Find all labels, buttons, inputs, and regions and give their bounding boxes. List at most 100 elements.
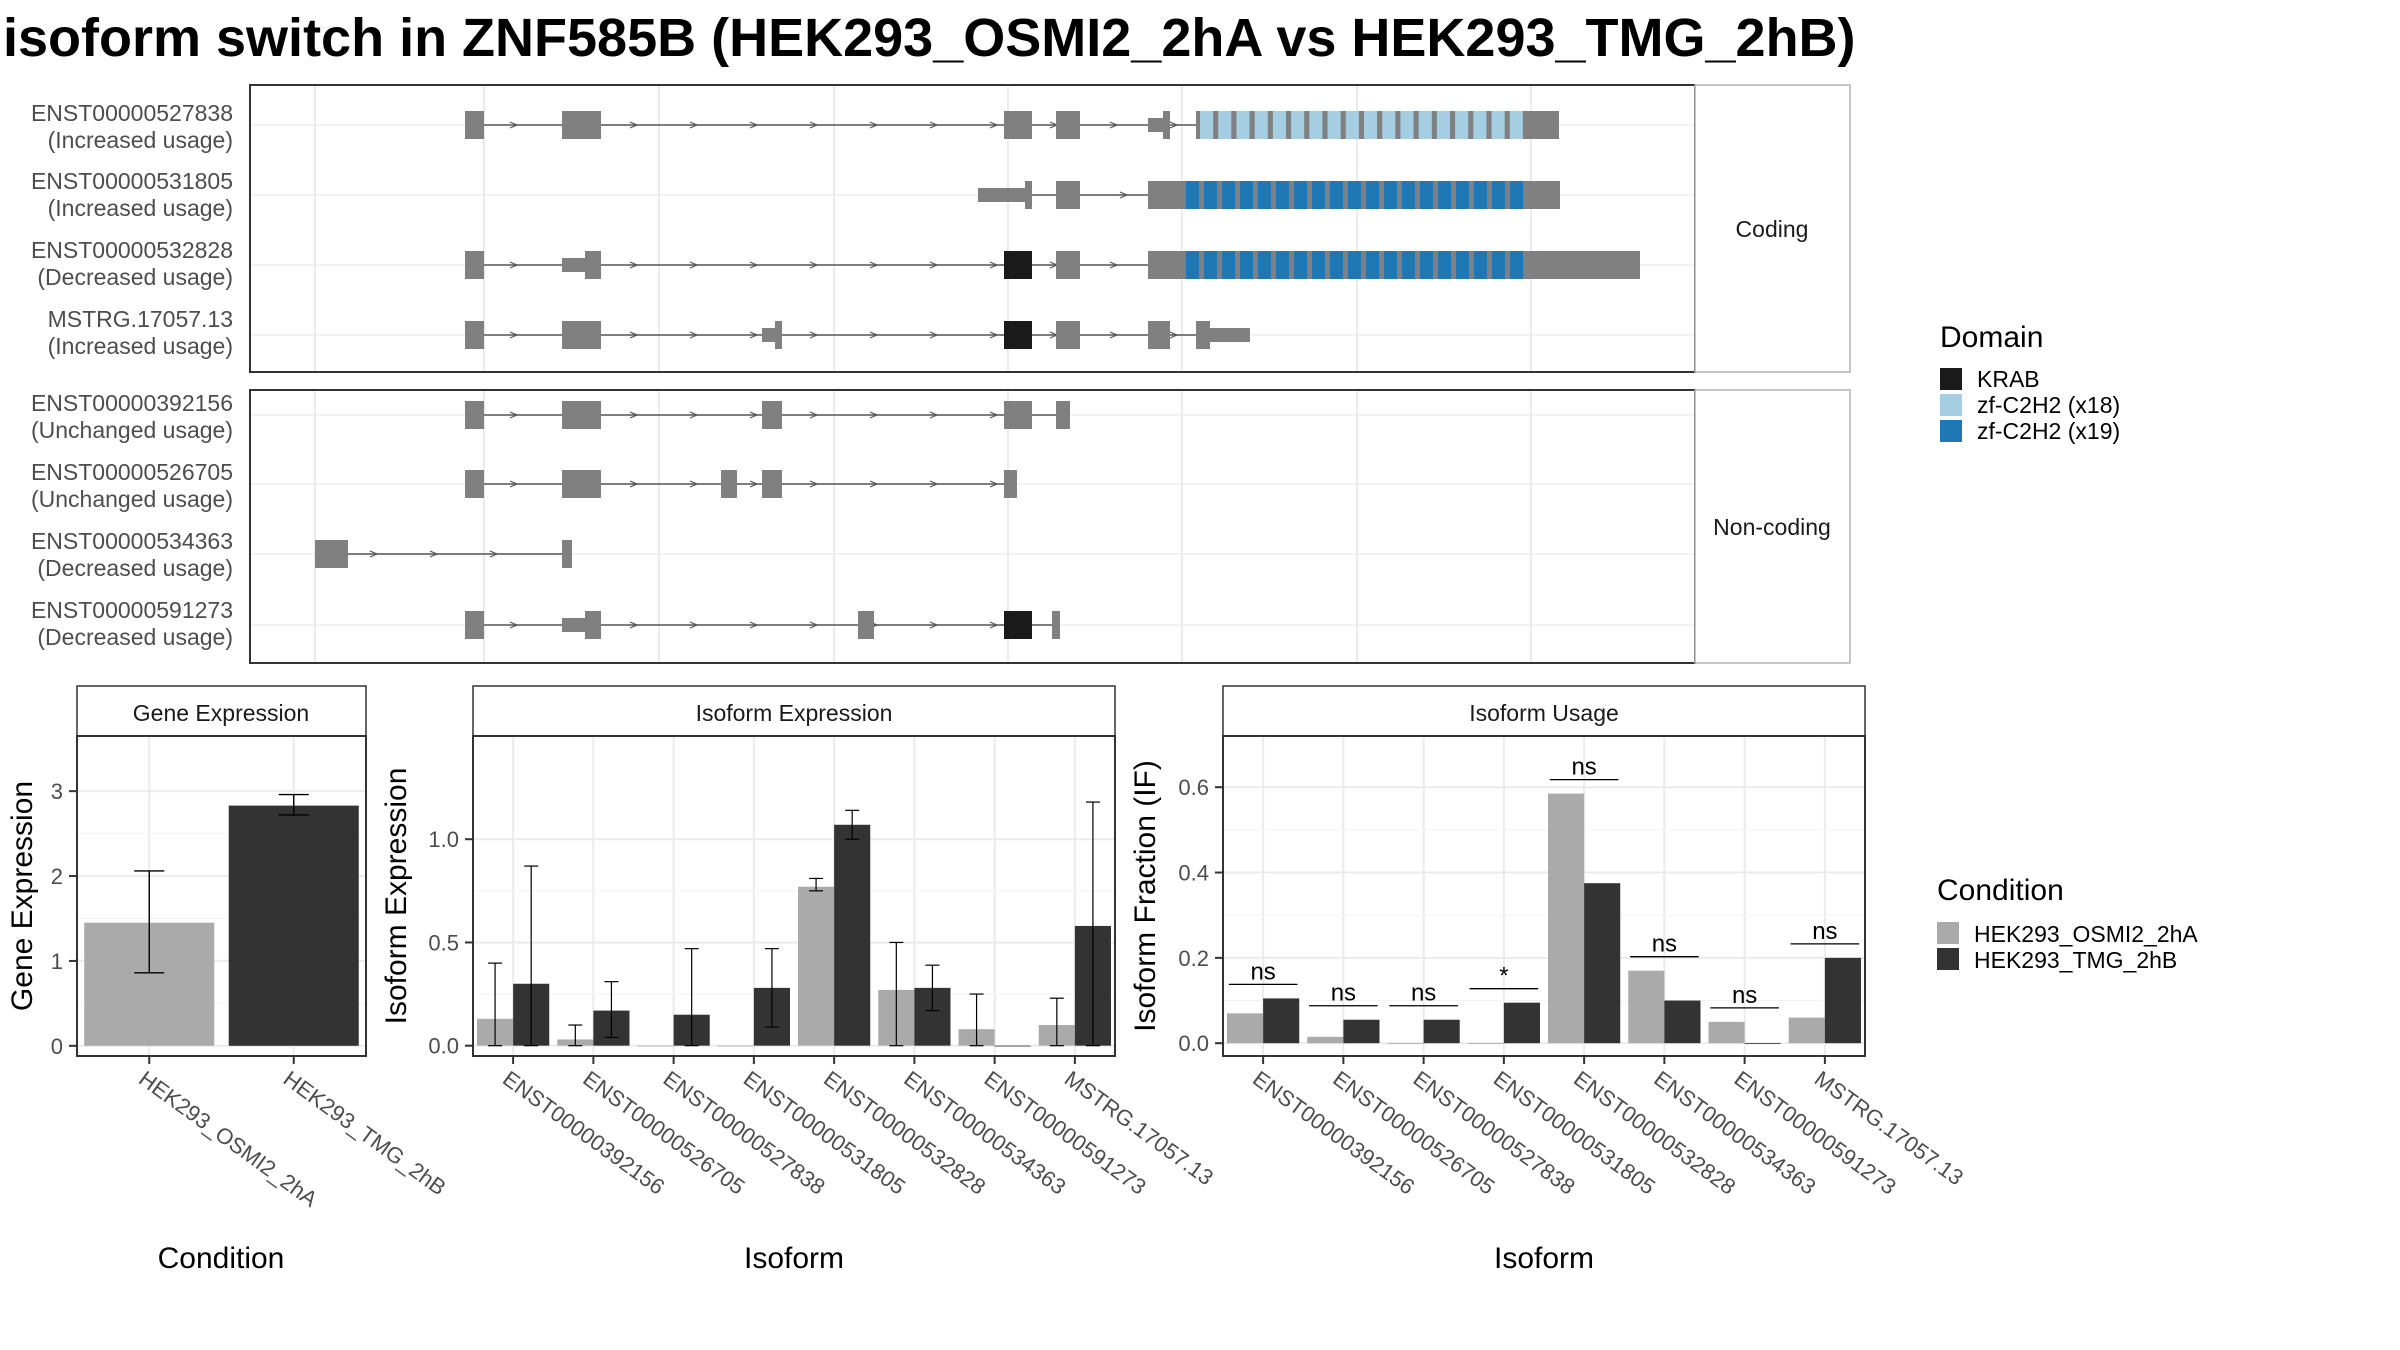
strand-arrow [869, 261, 879, 269]
transcript-label: ENST00000534363 [31, 528, 233, 554]
strand-arrow [989, 621, 999, 629]
strand-arrow [749, 411, 759, 419]
strand-arrow [749, 121, 759, 129]
isoform-expression-panel: Isoform Expression 0.0 0.5 1.0 ENST0000039… [380, 685, 1218, 1275]
transcript-usage-label: (Decreased usage) [37, 555, 233, 581]
transcript-track [465, 251, 1640, 279]
bar [228, 805, 359, 1046]
zf-c2h2-domain [1456, 181, 1469, 209]
exon-block [465, 321, 484, 349]
exon-block [1056, 181, 1080, 209]
transcript-usage-label: (Increased usage) [48, 195, 233, 221]
zf-c2h2-domain [1382, 111, 1396, 139]
isoform-usage-bars [1227, 793, 1861, 1044]
isoform-usage-title: Isoform Usage [1469, 700, 1619, 726]
zf-c2h2-domain [1276, 181, 1289, 209]
zf-c2h2-domain [1330, 181, 1343, 209]
exon-block [465, 611, 484, 639]
exon-block [465, 251, 484, 279]
bar [637, 1045, 674, 1047]
transcript-track [465, 321, 1250, 349]
isoform-usage-strip [1222, 685, 1866, 737]
significance-label: ns [1411, 980, 1436, 1007]
coding-strip-label: Coding [1736, 216, 1809, 242]
isoform-usage-significance: ns ns ns * ns ns ns ns [1228, 754, 1860, 1009]
strand-arrow [1169, 331, 1179, 339]
zf-c2h2-domain [1438, 251, 1451, 279]
exon-block [1004, 401, 1032, 429]
exon-block [1025, 181, 1032, 209]
bar [1503, 1002, 1540, 1044]
exon-block [562, 540, 572, 568]
y-tick-label: 1.0 [428, 827, 459, 852]
zf-c2h2-domain [1420, 181, 1433, 209]
strand-arrow [749, 480, 759, 488]
strand-arrow [509, 621, 519, 629]
transcript-structure-panel: Coding Non-coding ENST00000527838 (Incre… [31, 84, 1851, 664]
strand-arrow [509, 331, 519, 339]
strand-arrow [629, 121, 639, 129]
significance-label: ns [1652, 931, 1677, 958]
strand-arrow [929, 261, 939, 269]
strand-arrow [509, 480, 519, 488]
exon-block [562, 111, 601, 139]
strand-arrow [809, 621, 819, 629]
zf-c2h2-domain [1312, 181, 1325, 209]
y-tick-label: 1 [51, 949, 63, 974]
zf-c2h2-domain [1364, 111, 1378, 139]
gene-expression-ylabel: Gene Expression [6, 781, 39, 1011]
transcript-track [978, 181, 1560, 209]
zf-c2h2-domain [1384, 181, 1397, 209]
figure-title: The isoform switch in ZNF585B (HEK293_OS… [0, 8, 1856, 68]
zf-c2h2-domain [1438, 181, 1451, 209]
zf-c2h2-domain [1473, 111, 1487, 139]
transcript-track [465, 111, 1559, 139]
transcript-label: ENST00000527838 [31, 100, 233, 126]
legend-key-krab [1940, 368, 1962, 390]
strand-arrow [689, 331, 699, 339]
exon-block [585, 251, 601, 279]
exon-block [1196, 321, 1210, 349]
transcript-usage-label: (Decreased usage) [37, 624, 233, 650]
transcript-label: ENST00000591273 [31, 597, 233, 623]
gene-expression-strip [76, 685, 367, 737]
exon-block [562, 470, 601, 498]
bar [994, 1045, 1031, 1047]
exon-block [1531, 251, 1640, 279]
strand-arrow [369, 550, 379, 558]
strand-arrow [989, 121, 999, 129]
strand-arrow [929, 121, 939, 129]
condition-legend-title: Condition [1937, 874, 2064, 907]
bar [1343, 1019, 1380, 1044]
isoform-expression-bars [477, 801, 1111, 1047]
zf-c2h2-domain [1204, 251, 1217, 279]
strand-arrow [749, 621, 759, 629]
exon-block [762, 401, 782, 429]
transcript-track [465, 401, 1070, 429]
zf-c2h2-domain [1455, 111, 1469, 139]
strand-arrow [509, 261, 519, 269]
strand-arrow [869, 121, 879, 129]
zf-c2h2-domain [1294, 181, 1307, 209]
exon-block [465, 111, 484, 139]
significance-label: ns [1812, 918, 1837, 945]
significance-label: ns [1732, 982, 1757, 1009]
y-tick-label: 0.0 [1178, 1031, 1209, 1056]
strand-arrow [1119, 191, 1129, 199]
exon-block [465, 470, 484, 498]
zf-c2h2-domain [1200, 111, 1214, 139]
strand-arrow [689, 411, 699, 419]
exon-block [1052, 611, 1060, 639]
bar [717, 1045, 754, 1047]
strand-arrow [929, 480, 939, 488]
condition-legend: Condition HEK293_OSMI2_2hA HEK293_TMG_2h… [1937, 874, 2198, 973]
strand-arrow [429, 550, 439, 558]
legend-label: HEK293_OSMI2_2hA [1974, 921, 2198, 947]
exon-block [762, 328, 775, 342]
zf-c2h2-domain [1294, 251, 1307, 279]
isoform-expression-ylabel: Isoform Expression [380, 768, 413, 1025]
zf-c2h2-domain [1327, 111, 1341, 139]
bar [1628, 970, 1665, 1044]
strand-arrow [629, 480, 639, 488]
